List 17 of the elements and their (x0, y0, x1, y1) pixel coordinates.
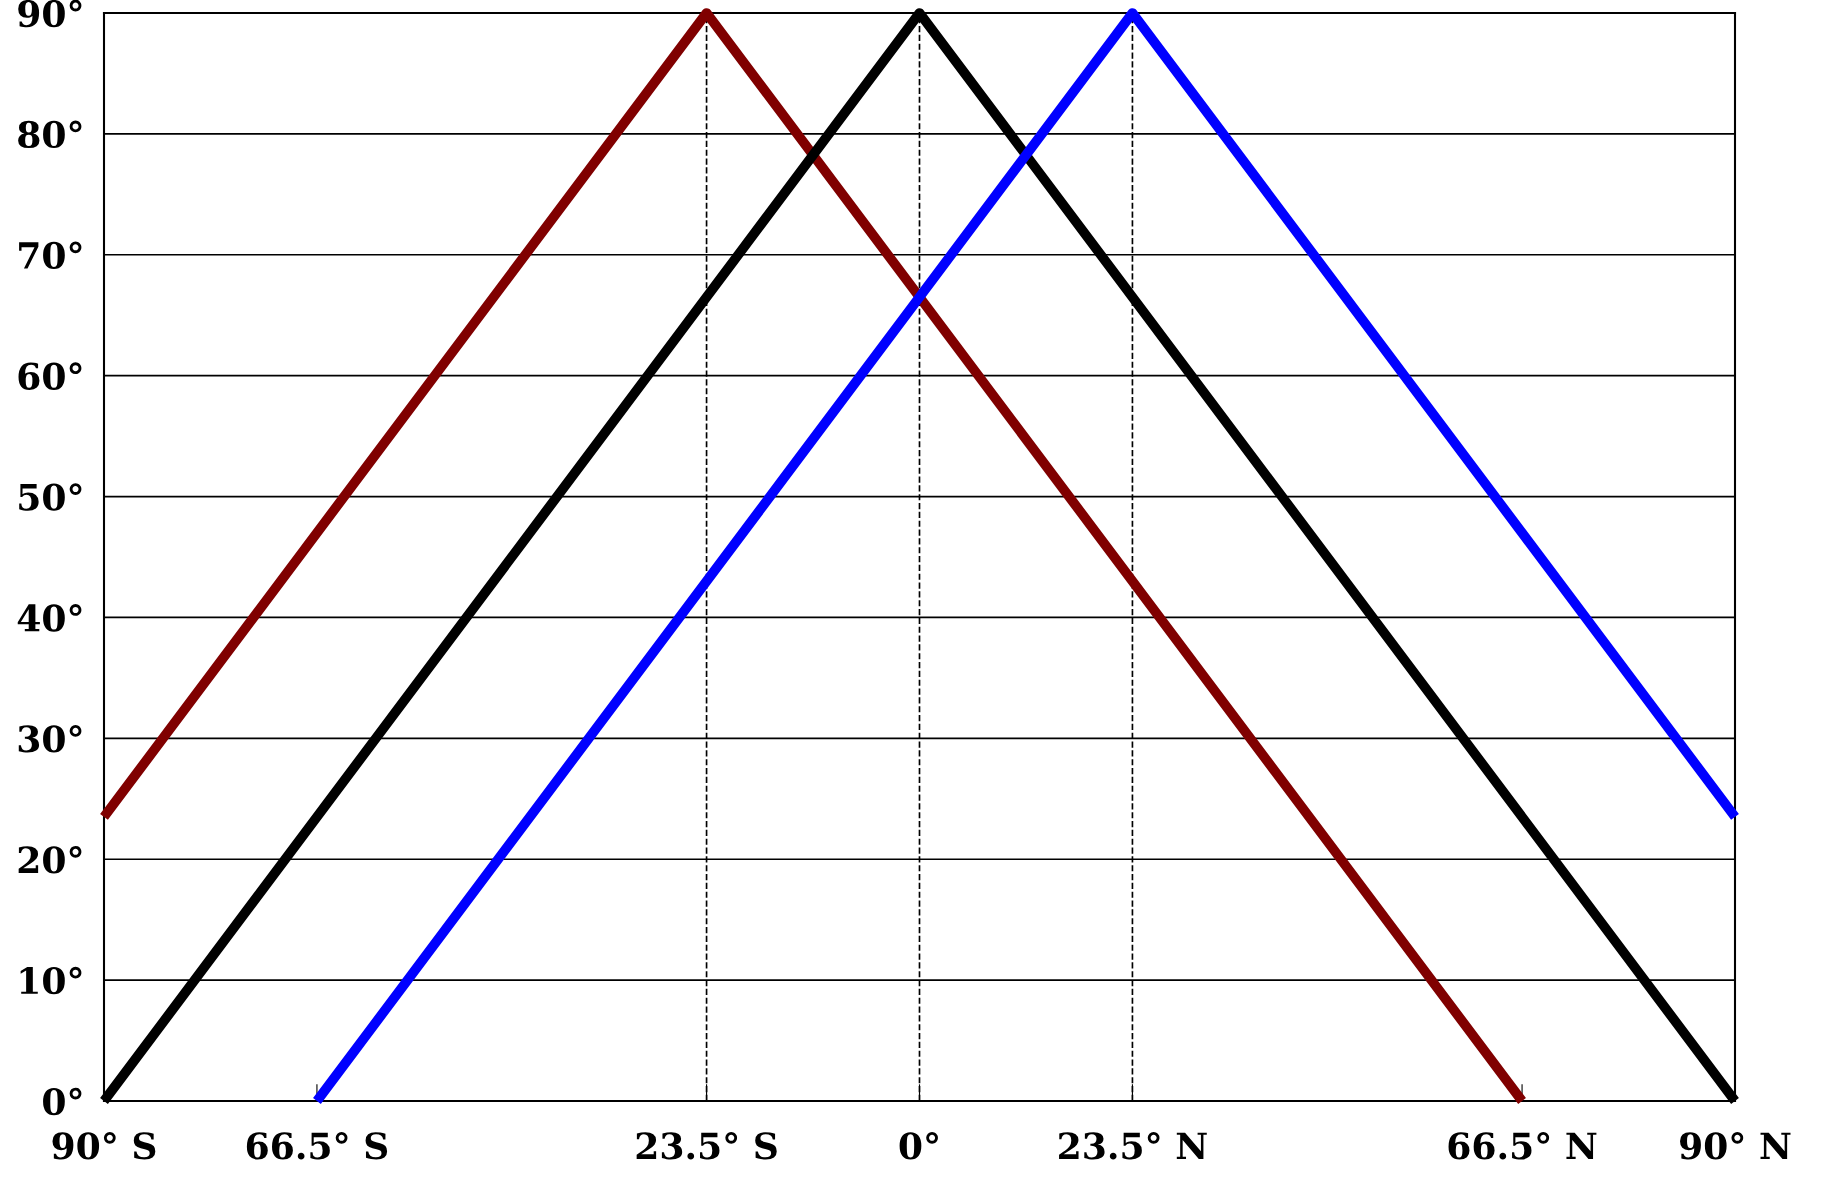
y-tick-label: 0° (43, 1087, 82, 1116)
x-tick-label: 90° N (1680, 1131, 1791, 1160)
y-tick-label: 30° (18, 725, 82, 753)
y-tick-label: 90° (18, 0, 82, 28)
x-tick-label: 90° S (52, 1131, 156, 1160)
y-tick-label: 20° (18, 845, 82, 874)
y-tick-label: 80° (18, 120, 82, 149)
x-tick-label: 66.5° S (246, 1131, 388, 1160)
x-tick-label: 23.5° N (1059, 1131, 1207, 1160)
y-tick-label: 60° (18, 362, 82, 390)
x-tick-label: 0° (899, 1131, 938, 1160)
x-tick-label: 66.5° N (1448, 1131, 1597, 1160)
y-tick-label: 10° (20, 966, 82, 995)
y-tick-label: 50° (19, 483, 82, 511)
y-tick-label: 70° (19, 241, 82, 270)
y-tick-label: 40° (17, 604, 82, 632)
x-tick-label: 23.5° S (636, 1131, 777, 1160)
